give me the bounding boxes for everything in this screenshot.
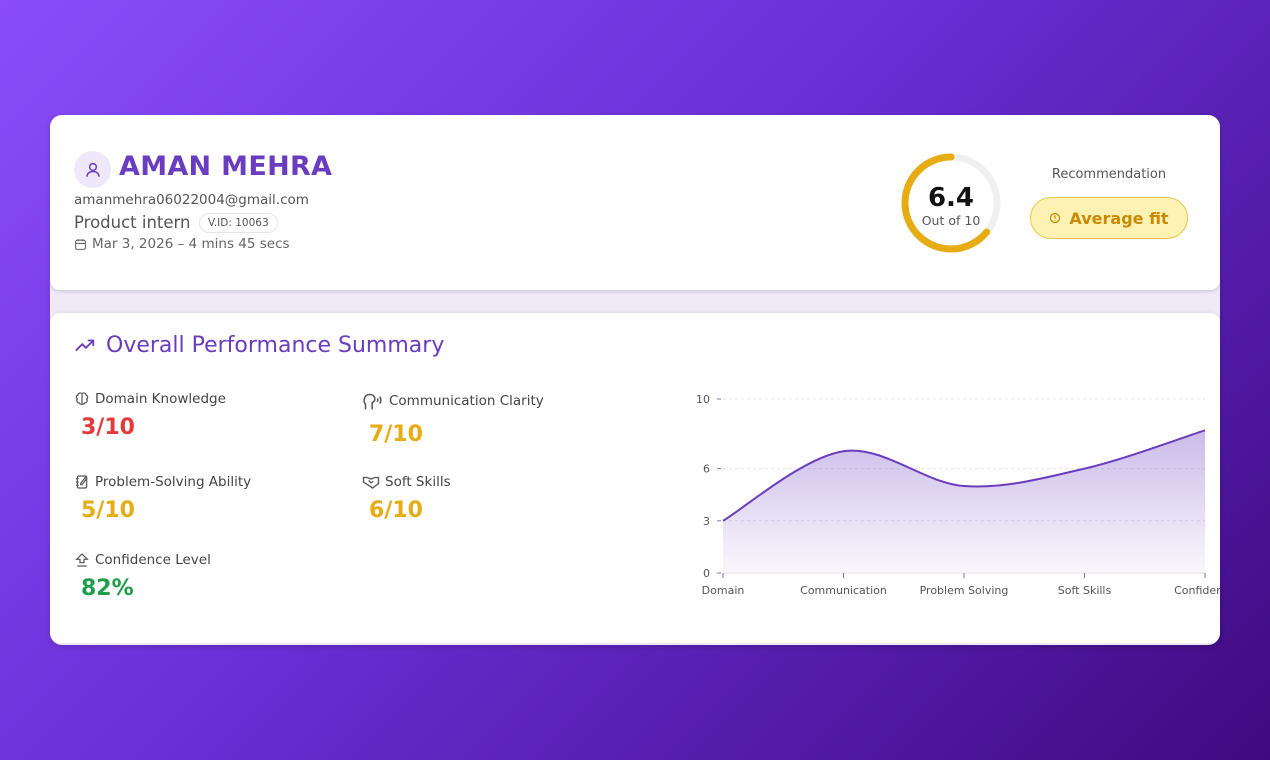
x-tick-label: Domain (702, 584, 745, 597)
y-tick-label: 6 (703, 463, 710, 476)
date-text: Mar 3, 2026 – 4 mins 45 secs (92, 236, 290, 252)
y-tick-label: 0 (703, 567, 710, 580)
interview-date: Mar 3, 2026 – 4 mins 45 secs (74, 236, 290, 252)
score-subtitle: Out of 10 (921, 213, 981, 228)
x-tick-label: Soft Skills (1058, 584, 1112, 597)
chart-line (722, 429, 1206, 522)
metric-label: Problem-Solving Ability (95, 474, 252, 490)
brain-icon (75, 392, 89, 405)
metric-domain-knowledge: Domain Knowledge 3/10 (74, 391, 226, 440)
metric-value: 5/10 (81, 498, 135, 523)
recommendation-badge: Average fit (1030, 197, 1188, 239)
section-title: Overall Performance Summary (74, 333, 444, 358)
y-tick-label: 3 (703, 515, 710, 528)
arrow-up-icon (75, 553, 89, 567)
candidate-email: amanmehra06022004@gmail.com (74, 192, 309, 208)
performance-summary-card: Overall Performance Summary Domain Knowl… (50, 313, 1220, 643)
user-icon (85, 162, 100, 177)
metric-value: 6/10 (369, 498, 423, 523)
metric-soft-skills: Soft Skills 6/10 (362, 474, 451, 523)
speaking-head-icon (363, 393, 382, 410)
x-tick-label: Problem Solving (920, 584, 1009, 597)
y-tick-label: 10 (696, 393, 710, 406)
chart-area (723, 430, 1205, 573)
metric-label: Soft Skills (385, 474, 451, 490)
score-value: 6.4 (927, 183, 975, 213)
score-gauge-arc (901, 153, 1001, 253)
recommendation-value: Average fit (1069, 208, 1169, 228)
candidate-name: AMAN MEHRA (119, 151, 333, 182)
calendar-icon (75, 238, 86, 250)
trending-up-icon (75, 339, 95, 351)
metric-confidence-level: Confidence Level 82% (74, 552, 211, 601)
candidate-header-card: AMAN MEHRA amanmehra06022004@gmail.com P… (50, 115, 1220, 290)
x-tick-label: Confidence (1174, 584, 1220, 597)
handshake-icon (362, 476, 380, 489)
section-title-text: Overall Performance Summary (106, 333, 445, 358)
metric-value: 3/10 (81, 415, 135, 440)
alert-circle-icon (1050, 212, 1061, 224)
recommendation-label: Recommendation (1051, 167, 1167, 182)
metric-label: Domain Knowledge (95, 391, 226, 407)
metric-value: 82% (81, 576, 134, 601)
x-tick-label: Communication (800, 584, 887, 597)
notebook-pen-icon (76, 475, 88, 489)
vid-badge: V.ID: 10063 (199, 213, 278, 233)
avatar (74, 151, 111, 188)
candidate-role: Product intern (74, 213, 191, 232)
metric-label: Communication Clarity (389, 393, 544, 409)
score-gauge (901, 153, 1001, 253)
performance-chart: 0 3 6 10 Domain Communication Problem Solving S… (696, 393, 1220, 597)
metric-label: Confidence Level (95, 552, 211, 568)
candidate-report: AMAN MEHRA amanmehra06022004@gmail.com P… (50, 115, 1220, 645)
metric-problem-solving: Problem-Solving Ability 5/10 (74, 474, 251, 523)
metric-value: 7/10 (369, 422, 423, 447)
metric-communication-clarity: Communication Clarity 7/10 (362, 391, 544, 447)
